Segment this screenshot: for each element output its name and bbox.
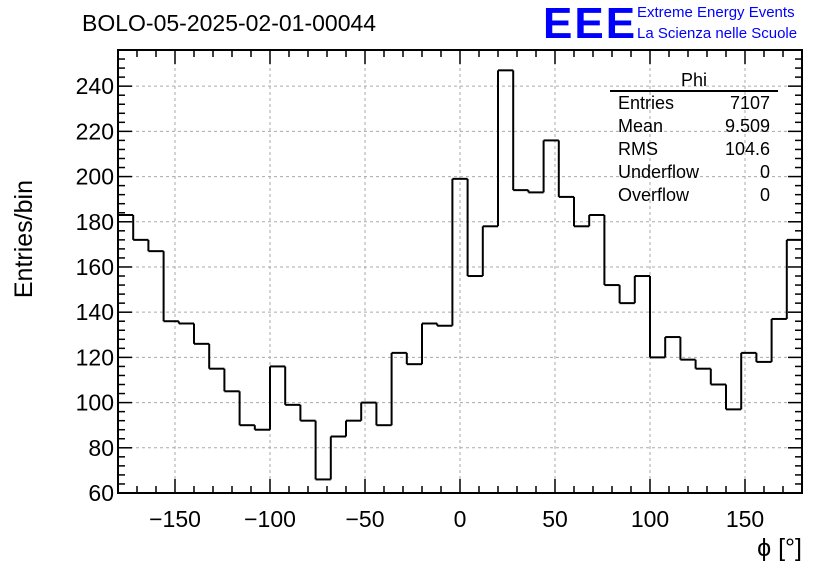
stats-row-mean: Mean 9.509 [610,115,778,138]
stats-row-overflow: Overflow 0 [610,184,778,207]
x-axis-label: ϕ [°] [757,534,802,562]
x-tick-label: −100 [244,506,296,532]
logo-line-1: Extreme Energy Events [637,4,795,21]
y-tick-label: 200 [76,164,114,190]
stats-value: 7107 [729,93,770,113]
y-axis-label: Entries/bin [10,180,38,298]
y-tick-label: 80 [88,435,114,461]
stats-title: Phi [610,70,778,92]
y-tick-label: 160 [76,254,114,280]
stats-row-rms: RMS 104.6 [610,138,778,161]
stats-value: 0 [759,162,770,182]
x-tick-label: 100 [631,506,669,532]
eee-logo: EEE [543,0,638,48]
x-tick-label: 0 [454,506,467,532]
x-tick-label: 150 [726,506,764,532]
stats-label: Underflow [618,162,700,182]
tick-labels: −150 −100 −50 0 50 100 150 60 80 100 120 140 160 180 2… [76,73,765,532]
stats-label: Entries [618,93,675,113]
stats-value: 9.509 [724,116,770,136]
axis-ticks [117,49,803,494]
chart-title: BOLO-05-2025-02-01-00044 [82,10,377,36]
stats-row-entries: Entries 7107 [610,92,778,115]
x-tick-label: 50 [542,506,568,532]
y-tick-label: 220 [76,118,114,144]
y-tick-label: 60 [88,480,114,506]
histogram-series [118,69,802,481]
stats-value: 0 [759,185,770,205]
logo-line-2: La Scienza nelle Scuole [637,25,798,42]
y-tick-label: 140 [76,299,114,325]
stats-row-underflow: Underflow 0 [610,161,778,184]
stats-box: Phi Entries 7107 Mean 9.509 RMS 104.6 Un… [610,70,778,207]
y-tick-label: 100 [76,390,114,416]
stats-label: Mean [618,116,664,136]
x-tick-label: −50 [345,506,384,532]
grid-lines [118,50,802,494]
x-tick-label: −150 [149,506,201,532]
y-tick-label: 240 [76,73,114,99]
stats-label: Overflow [618,185,690,205]
y-tick-label: 120 [76,344,114,370]
stats-label: RMS [618,139,658,159]
y-tick-label: 180 [76,209,114,235]
stats-value: 104.6 [724,139,770,159]
